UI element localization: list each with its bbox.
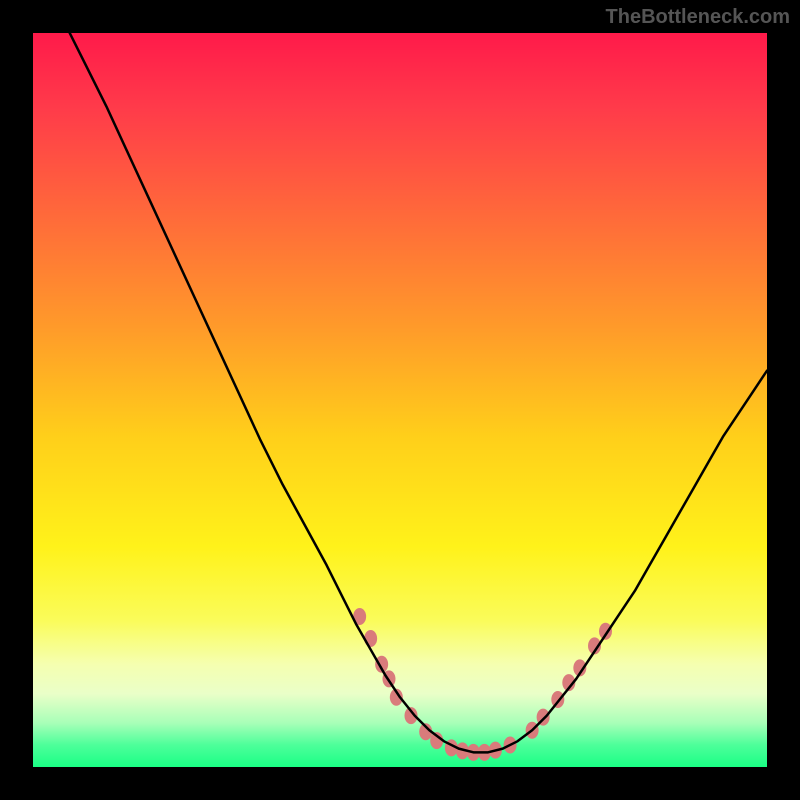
data-marker — [364, 630, 377, 647]
data-marker — [551, 691, 564, 708]
plot-area — [33, 33, 767, 767]
data-marker — [599, 623, 612, 640]
chart-svg — [33, 33, 767, 767]
main-curve — [70, 33, 767, 752]
watermark-text: TheBottleneck.com — [606, 6, 790, 29]
